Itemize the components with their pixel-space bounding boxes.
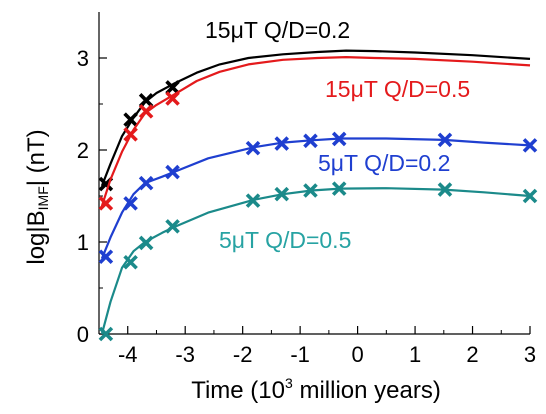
- x-tick-label: -3: [175, 342, 195, 367]
- plot-axes: 0 1 2 3 -4 -3 -2 -1 0 1 2 3: [77, 12, 536, 367]
- data-point-marker: [98, 196, 114, 211]
- series-annotation: 15μT Q/D=0.5: [325, 76, 470, 102]
- data-point-marker: [123, 112, 138, 127]
- data-point-marker: [138, 235, 154, 251]
- series-0: [98, 49, 531, 192]
- x-tick-label: -1: [290, 342, 310, 367]
- data-point-marker: [165, 164, 180, 180]
- data-point-marker: [331, 131, 347, 147]
- x-tick-label: -4: [118, 342, 138, 367]
- data-point-marker: [165, 80, 180, 95]
- y-tick-label: 2: [77, 138, 89, 163]
- series-line: [100, 49, 531, 187]
- data-point-marker: [165, 91, 180, 106]
- data-point-marker: [123, 127, 138, 142]
- data-point-marker: [331, 181, 347, 196]
- series-annotation: 5μT Q/D=0.2: [318, 150, 450, 176]
- data-point-marker: [138, 175, 154, 191]
- data-point-marker: [274, 186, 290, 202]
- series-line: [100, 187, 531, 335]
- x-tick-label: 0: [351, 342, 363, 367]
- data-point-marker: [245, 193, 261, 208]
- series-annotation: 15μT Q/D=0.2: [205, 17, 350, 43]
- data-point-marker: [303, 133, 318, 149]
- data-point-marker: [138, 104, 154, 119]
- data-point-marker: [437, 182, 453, 197]
- series-2: [98, 131, 538, 264]
- data-point-marker: [138, 93, 154, 108]
- x-tick-label: 1: [409, 342, 421, 367]
- series-3: [98, 181, 538, 342]
- data-point-marker: [98, 326, 114, 342]
- y-tick-label: 3: [77, 46, 89, 71]
- data-point-marker: [165, 219, 180, 234]
- x-tick-label: -2: [233, 342, 253, 367]
- x-tick-label: 2: [466, 342, 478, 367]
- data-point-marker: [123, 254, 138, 270]
- data-point-marker: [522, 188, 538, 204]
- series-annotation: 5μT Q/D=0.5: [219, 227, 351, 253]
- data-point-marker: [274, 136, 290, 151]
- y-tick-label: 1: [77, 230, 89, 255]
- plot-labels: 15μT Q/D=0.2 15μT Q/D=0.5 5μT Q/D=0.2 5μT Q…: [205, 17, 470, 253]
- x-tick-label: 3: [524, 342, 536, 367]
- y-tick-label: 0: [77, 322, 89, 347]
- y-axis-title: log|BIMF| (nT): [23, 129, 51, 264]
- data-point-marker: [123, 196, 138, 211]
- data-point-marker: [303, 183, 318, 198]
- x-axis-title: Time (103 million years): [191, 375, 441, 404]
- data-point-marker: [98, 249, 114, 264]
- data-point-marker: [522, 138, 538, 153]
- series-1: [98, 55, 531, 211]
- series-line: [100, 137, 531, 260]
- data-point-marker: [437, 132, 453, 148]
- plot-series: [98, 49, 538, 342]
- data-point-marker: [245, 140, 261, 156]
